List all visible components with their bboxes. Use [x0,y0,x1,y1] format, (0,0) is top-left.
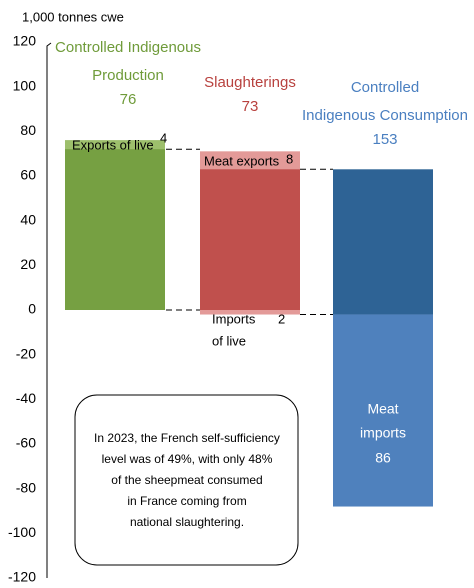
bar-segment [333,314,433,507]
annotation-text: In 2023, the French self-sufficiency [94,431,280,445]
bar [65,140,165,310]
flow-label: Imports [212,311,256,326]
flow-value: 86 [375,450,391,466]
y-tick-label: 60 [20,167,36,183]
flow-value: 4 [160,130,167,145]
bar-label: Production [92,67,164,84]
y-tick-label: 40 [20,211,36,227]
y-axis [46,42,52,578]
flow-label: imports [360,425,406,441]
bar-segment [65,140,165,150]
y-tick-label: 80 [20,122,36,138]
bar-segment [200,310,300,315]
flow-label: of live [212,333,246,348]
y-tick-label: -20 [16,345,36,361]
bar [333,169,433,315]
annotation-box [74,394,299,566]
bar-segment [200,151,300,170]
y-tick-label: -40 [16,390,36,406]
bar-value: 73 [242,98,259,115]
y-tick-label: -60 [16,435,36,451]
bar-value: 153 [372,131,397,148]
y-tick-label: 120 [13,33,37,49]
bar-label: Controlled [351,79,419,96]
y-tick-label: 0 [28,301,36,317]
y-tick-label: -100 [8,524,36,540]
annotation-text: national slaughtering. [130,515,244,529]
annotation-text: level was of 49%, with only 48% [102,452,273,466]
flow-label: Exports of live [72,137,154,152]
bar-value: 76 [120,91,137,108]
annotation-text: of the sheepmeat consumed [111,473,262,487]
flow-value: 2 [278,311,285,326]
annotation-text: in France coming from [127,494,246,508]
flow-label: Meat exports [204,153,280,168]
flow-label: Meat [367,401,398,417]
bar-label: Controlled Indigenous [55,39,201,56]
bar [200,151,300,315]
y-tick-label: 100 [13,77,37,93]
y-tick-label: -80 [16,479,36,495]
bar-label: Indigenous Consumption [302,107,468,124]
unit-label: 1,000 tonnes cwe [22,9,124,24]
y-tick-label: -120 [8,569,36,585]
bar-label: Slaughterings [204,74,296,91]
flow-value: 8 [286,151,293,166]
y-tick-label: 20 [20,256,36,272]
